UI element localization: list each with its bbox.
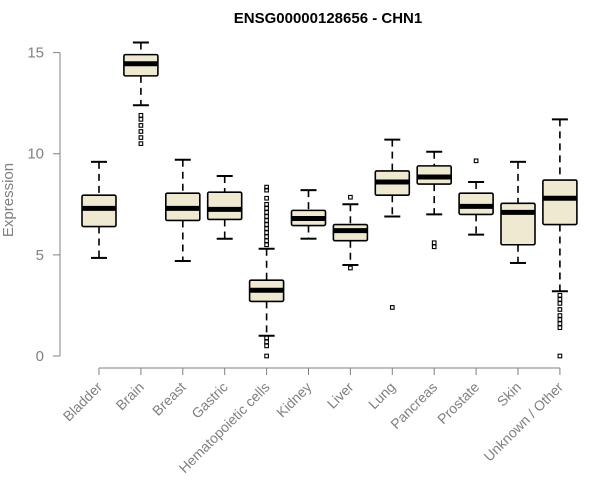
outlier-point <box>557 301 563 306</box>
outlier-point <box>264 230 269 235</box>
x-tick-label: Liver <box>324 379 357 412</box>
outlier-point <box>138 135 144 140</box>
y-tick-label: 15 <box>27 45 44 62</box>
box-pancreas <box>416 150 453 250</box>
y-axis: 0 5 10 15 <box>27 45 61 365</box>
outlier-point <box>557 313 563 318</box>
outlier-point <box>264 195 269 201</box>
outlier-point <box>348 265 353 271</box>
outlier-point <box>557 317 563 322</box>
outlier-point <box>431 240 437 246</box>
x-tick-label: Breast <box>149 379 189 419</box>
outlier-point <box>473 158 479 164</box>
y-tick-label: 5 <box>36 247 44 264</box>
box-iqr <box>500 202 536 246</box>
outlier-point <box>264 201 269 207</box>
outlier-point <box>138 123 144 128</box>
outlier-point <box>557 325 563 331</box>
box-bladder <box>81 160 117 259</box>
outlier-point <box>264 222 269 227</box>
outlier-point <box>138 117 144 122</box>
outlier-point <box>557 297 563 302</box>
box-unknown-other <box>542 118 578 359</box>
outlier-point <box>389 305 395 310</box>
box-kidney <box>290 189 327 240</box>
chart-title: ENSG00000128656 - CHN1 <box>234 10 422 27</box>
outlier-point <box>431 244 437 250</box>
box-iqr <box>206 191 243 221</box>
outlier-point <box>348 194 353 200</box>
x-tick-label: Prostate <box>434 379 482 427</box>
y-tick-label: 0 <box>36 348 44 365</box>
outlier-point <box>264 206 269 211</box>
x-tick-label: Brain <box>113 379 147 413</box>
box-skin <box>500 160 536 264</box>
x-tick-label: Pancreas <box>387 379 440 432</box>
outlier-point <box>264 226 269 231</box>
outlier-point <box>264 214 269 219</box>
box-gastric <box>206 174 243 240</box>
outlier-point <box>557 292 563 298</box>
outlier-point <box>264 353 269 359</box>
outlier-point <box>264 335 269 341</box>
outlier-point <box>138 141 144 146</box>
box-breast <box>165 158 201 262</box>
outlier-point <box>557 353 563 359</box>
box-liver <box>332 194 369 271</box>
x-tick-label: Lung <box>365 379 398 412</box>
x-tick-label: Kidney <box>273 379 315 421</box>
outlier-point <box>264 210 269 215</box>
outlier-point <box>264 238 269 244</box>
box-lung <box>374 138 411 310</box>
outlier-point <box>264 343 269 349</box>
outlier-point <box>264 339 269 345</box>
x-tick-label: Bladder <box>60 379 106 425</box>
box-hematopoietic-cells <box>248 184 285 359</box>
outlier-point <box>138 112 144 118</box>
boxes-group <box>81 41 578 359</box>
outlier-point <box>264 218 269 223</box>
outlier-point <box>264 184 269 190</box>
x-tick-label: Unknown / Other <box>480 379 566 465</box>
box-prostate <box>458 158 494 236</box>
outlier-point <box>264 242 269 248</box>
y-tick-label: 10 <box>27 146 44 163</box>
box-iqr <box>542 179 578 226</box>
box-brain <box>123 41 159 146</box>
outlier-point <box>138 129 144 134</box>
outlier-point <box>264 234 269 240</box>
outlier-point <box>557 307 563 312</box>
box-iqr <box>81 194 117 228</box>
box-iqr <box>458 192 494 216</box>
outlier-point <box>264 187 269 193</box>
x-tick-label: Skin <box>494 379 525 410</box>
outlier-point <box>557 321 563 326</box>
y-axis-label: Expression <box>0 163 17 237</box>
